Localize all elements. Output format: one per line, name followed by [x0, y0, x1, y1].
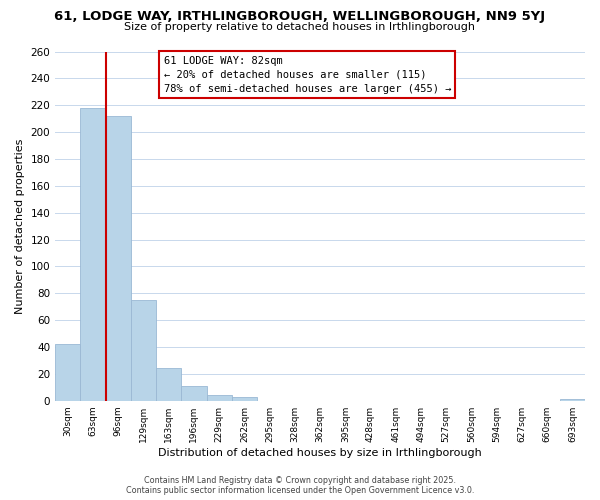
Bar [106, 116, 131, 401]
Bar [55, 344, 80, 401]
Bar [181, 386, 206, 400]
Text: 61, LODGE WAY, IRTHLINGBOROUGH, WELLINGBOROUGH, NN9 5YJ: 61, LODGE WAY, IRTHLINGBOROUGH, WELLINGB… [55, 10, 545, 23]
X-axis label: Distribution of detached houses by size in Irthlingborough: Distribution of detached houses by size … [158, 448, 482, 458]
Bar [80, 108, 106, 401]
Bar [131, 300, 156, 400]
Text: 61 LODGE WAY: 82sqm
← 20% of detached houses are smaller (115)
78% of semi-detac: 61 LODGE WAY: 82sqm ← 20% of detached ho… [164, 56, 451, 94]
Text: Contains HM Land Registry data © Crown copyright and database right 2025.
Contai: Contains HM Land Registry data © Crown c… [126, 476, 474, 495]
Bar [206, 396, 232, 400]
Y-axis label: Number of detached properties: Number of detached properties [15, 138, 25, 314]
Text: Size of property relative to detached houses in Irthlingborough: Size of property relative to detached ho… [125, 22, 476, 32]
Bar [232, 396, 257, 400]
Bar [156, 368, 181, 400]
